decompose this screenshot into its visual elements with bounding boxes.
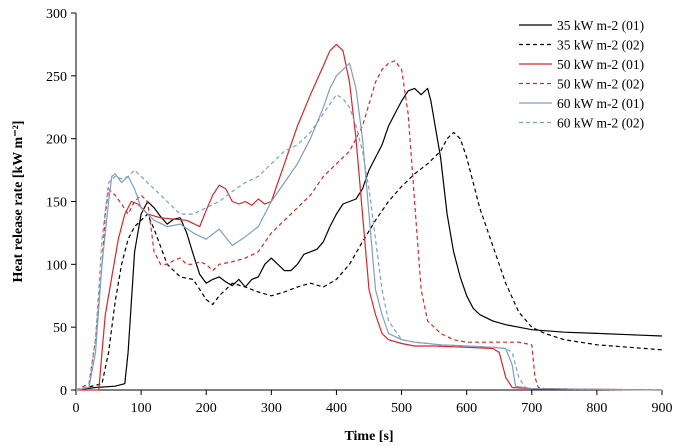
series-line-1 — [75, 87, 663, 391]
x-tick-label: 500 — [391, 401, 412, 416]
x-tick-label: 300 — [261, 401, 282, 416]
y-tick-label: 150 — [46, 196, 67, 211]
legend: 35 kW m-2 (01) 35 kW m-2 (02) 50 kW m-2 (0… — [519, 18, 644, 131]
x-tick-label: 700 — [521, 401, 542, 416]
x-axis-ticks: 0 100 200 300 400 500 600 700 800 900 — [73, 390, 673, 416]
y-axis-ticks: 0 50 100 150 200 250 300 — [46, 7, 76, 399]
series-line-5 — [75, 62, 663, 391]
y-tick-label: 0 — [60, 384, 67, 399]
y-tick-label: 50 — [53, 321, 67, 336]
x-axis-title: Time [s] — [344, 429, 393, 444]
x-tick-label: 600 — [456, 401, 477, 416]
legend-label-1: 35 kW m-2 (01) — [557, 18, 644, 33]
x-tick-label: 800 — [586, 401, 607, 416]
x-tick-label: 900 — [652, 401, 673, 416]
y-tick-label: 250 — [46, 70, 67, 85]
x-tick-label: 0 — [73, 401, 80, 416]
legend-label-4: 50 kW m-2 (02) — [557, 77, 644, 92]
x-tick-label: 400 — [326, 401, 347, 416]
legend-label-2: 35 kW m-2 (02) — [557, 38, 644, 53]
y-tick-label: 100 — [46, 258, 67, 273]
series-line-6 — [75, 94, 663, 391]
x-tick-label: 200 — [196, 401, 217, 416]
legend-label-3: 50 kW m-2 (01) — [557, 57, 644, 72]
legend-label-6: 60 kW m-2 (02) — [557, 116, 644, 131]
y-tick-label: 300 — [46, 7, 67, 22]
legend-label-5: 60 kW m-2 (01) — [557, 96, 644, 111]
y-tick-label: 200 — [46, 133, 67, 148]
x-tick-label: 100 — [131, 401, 152, 416]
series-lines — [75, 43, 663, 391]
y-axis-title: Heat release rate [kW m⁻²] — [11, 121, 26, 283]
series-line-4 — [75, 60, 663, 391]
